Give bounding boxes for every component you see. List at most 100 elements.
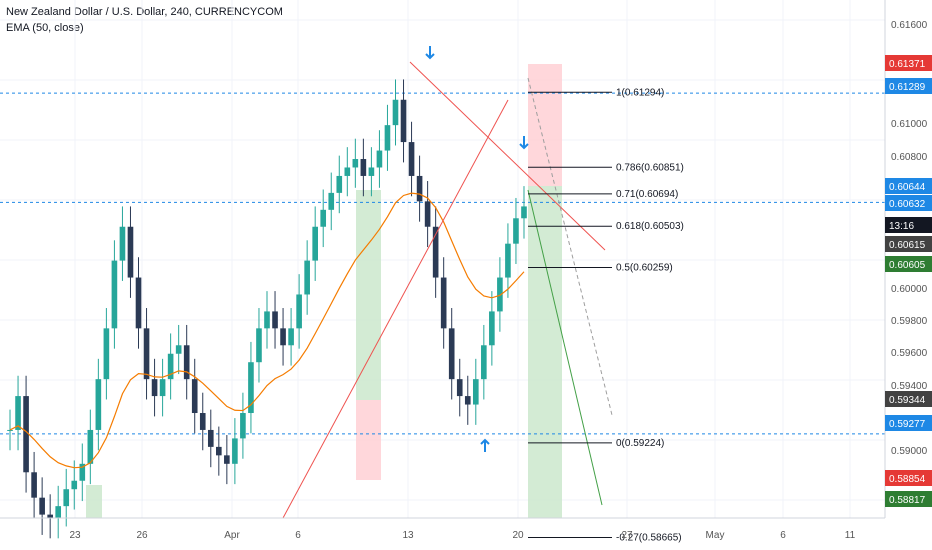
x-tick-label: Apr [224,530,240,541]
candle-body [111,260,118,329]
fib-level-label: 0.618(0.60503) [616,221,684,232]
y-tick-label: 0.59000 [891,446,928,457]
price-tag-label: 0.60644 [889,182,926,193]
projection-green-arrow [527,189,603,506]
fib-level-label: 0.786(0.60851) [616,162,684,173]
candle-body [489,311,495,346]
candle-body [513,218,519,244]
candle-body [456,379,463,397]
projection-grey-line [527,77,613,416]
down-arrow-icon [425,46,435,60]
fib-level-label: -0.27(0.58665) [616,532,682,543]
price-tag-label: 13:16 [889,221,914,232]
candle-body [159,379,166,397]
price-tag [885,217,932,233]
candle-body [87,429,94,464]
candle-body [119,226,126,261]
y-tick-label: 0.60800 [891,152,928,163]
price-tag [885,236,932,252]
candle-body [472,379,479,405]
candle-body [39,497,45,515]
price-tag [885,195,932,211]
candle-body [31,472,37,498]
price-tag-label: 0.58854 [889,474,926,485]
candle-body [175,345,182,354]
candle-body [328,192,335,210]
small-green-zone [86,485,102,518]
candle-body [55,506,62,518]
price-tag [885,178,932,194]
price-tag-label: 0.59277 [889,419,926,430]
short-profit-zone [528,186,562,518]
y-tick-label: 0.59400 [891,381,928,392]
candle-body [151,379,158,397]
candle-body [296,294,302,329]
candle-body [400,99,407,143]
candle-body [280,328,286,346]
candle-body [47,514,53,518]
candle-body [448,328,455,380]
candle-body [7,429,13,431]
up-arrow-icon [480,438,490,452]
price-tag-label: 0.61371 [889,59,926,70]
candle-body [135,277,142,329]
candle-body [432,226,439,278]
indicator-label: EMA (50, close) [6,22,84,34]
x-tick-label: 23 [69,530,81,541]
candle-body [416,175,423,202]
price-tag [885,470,932,486]
candle-body [505,243,511,278]
short-stop-zone [528,64,562,186]
candle-body [344,167,351,176]
price-tag-label: 0.61289 [889,82,926,93]
candle-body [15,396,21,430]
price-tag [885,78,932,94]
y-tick-label: 0.60000 [891,284,928,295]
candle-body [312,226,318,261]
long-profit-zone [356,190,381,400]
candle-body [320,209,327,227]
candle-body [183,345,190,380]
y-tick-label: 0.61000 [891,119,928,130]
price-tag-label: 0.60615 [889,240,926,251]
y-tick-label: 0.61600 [891,20,928,31]
candle-body [368,167,375,176]
ema-line [9,192,525,469]
price-tag-label: 0.59344 [889,395,926,406]
candle-body [207,429,214,447]
candle-body [224,455,230,464]
x-tick-label: 11 [845,530,856,541]
candle-body [272,311,278,329]
candle-body [481,345,487,380]
price-tag [885,55,932,71]
downtrend-line [409,61,606,251]
x-tick-label: 20 [512,530,524,541]
down-arrow-icon [519,136,529,150]
price-tag-label: 0.60632 [889,199,926,210]
candle-body [71,480,78,490]
candle-body [497,277,503,312]
price-tag [885,491,932,507]
uptrend-line [282,99,509,519]
candle-body [384,125,391,151]
candle-body [191,379,198,414]
candle-body [240,413,246,439]
candle-body [352,159,359,168]
candle-body [288,328,294,346]
price-tag [885,415,932,431]
candle-body [248,362,254,414]
fib-level-label: 0.5(0.60259) [616,263,673,274]
x-tick-label: 6 [295,530,301,541]
x-tick-label: 26 [136,530,148,541]
price-tag-label: 0.58817 [889,495,926,506]
candle-body [143,328,150,380]
candle-body [424,201,431,227]
candle-body [360,159,367,176]
candle-body [95,379,102,430]
candle-body [440,277,447,329]
candle-body [103,328,110,380]
price-tag [885,256,932,272]
candle-body [264,311,270,329]
